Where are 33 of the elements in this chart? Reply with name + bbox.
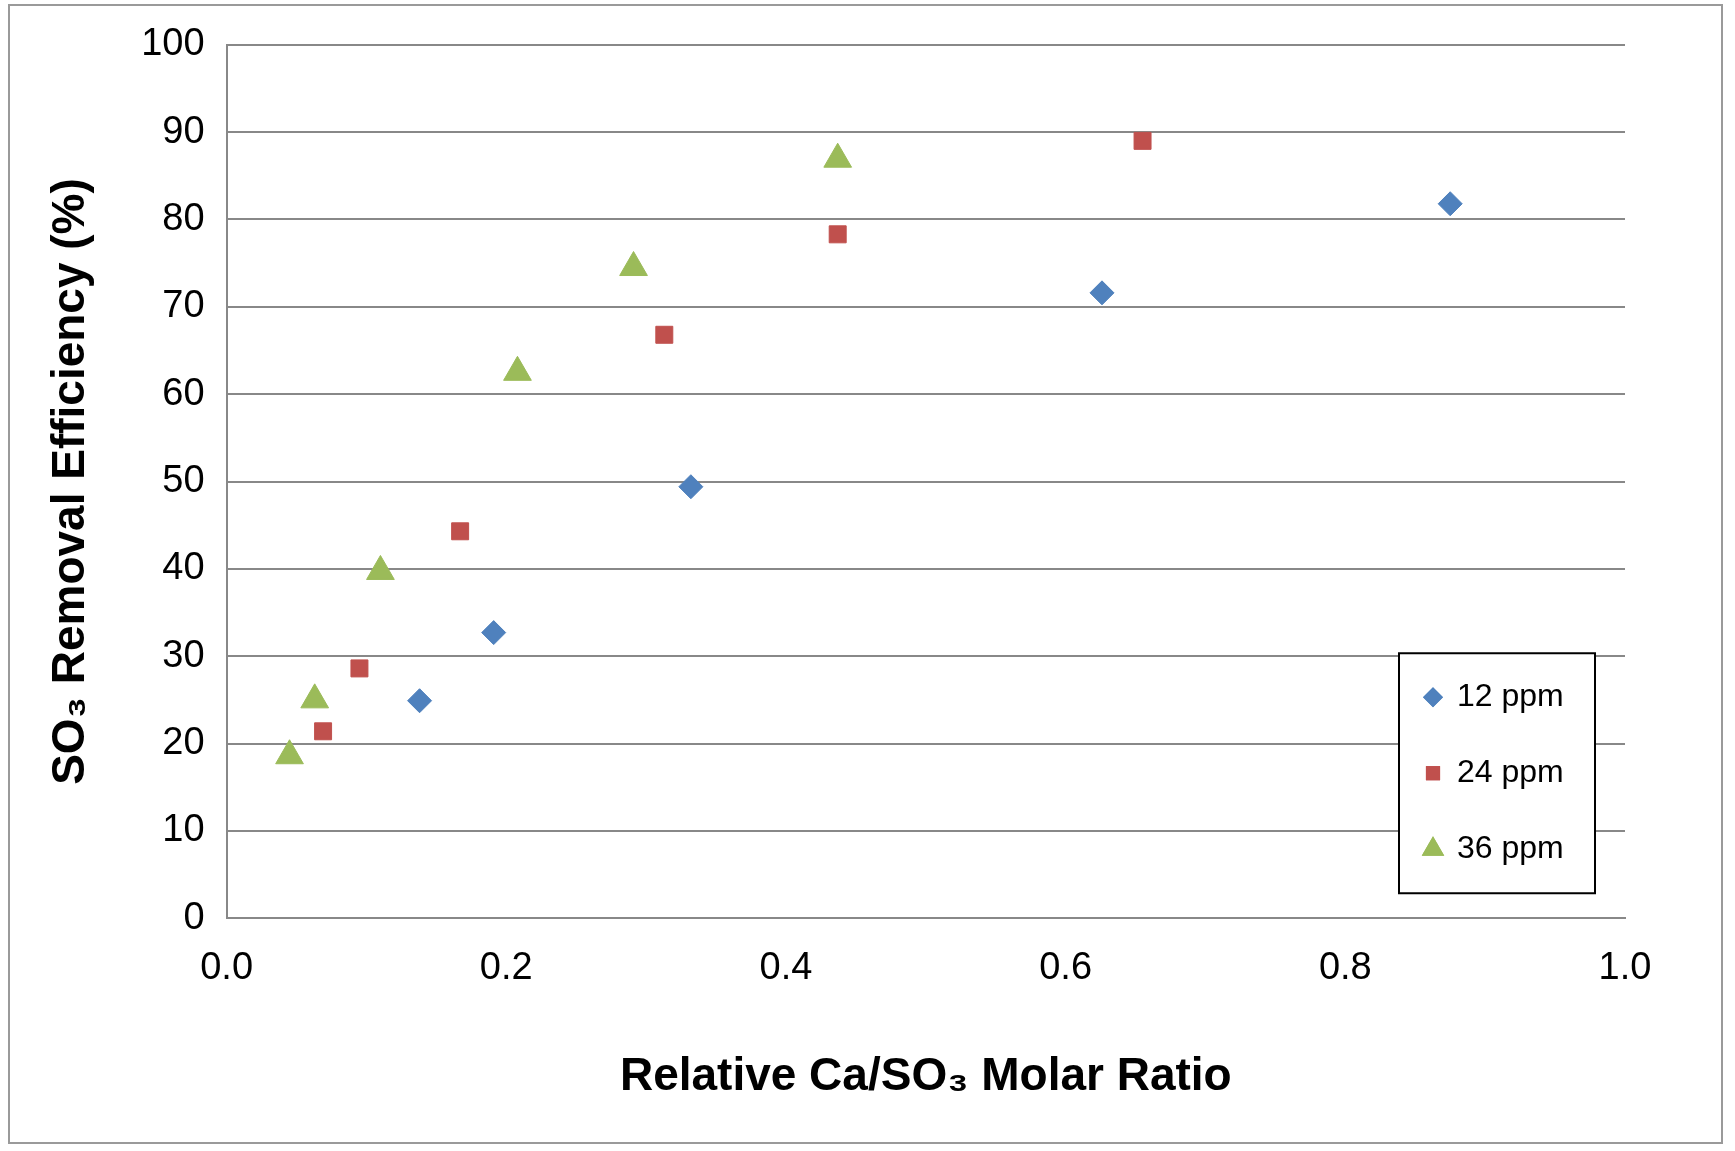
point: [407, 688, 433, 714]
legend-label: 36 ppm: [1457, 829, 1564, 866]
point: [481, 620, 507, 646]
y-tick-label: 10: [162, 807, 205, 850]
x-tick-label: 0.8: [1318, 945, 1372, 988]
y-tick-label: 30: [162, 632, 205, 675]
point: [678, 474, 704, 500]
legend-label: 24 ppm: [1457, 753, 1564, 790]
legend-label: 12 ppm: [1457, 677, 1564, 714]
x-tick-label: 0.6: [1039, 945, 1093, 988]
y-tick-label: 60: [162, 370, 205, 413]
x-tick-label: 0.4: [759, 945, 813, 988]
point: [1133, 131, 1152, 150]
point: [1437, 191, 1463, 217]
y-tick-label: 100: [141, 21, 205, 64]
point: [451, 522, 470, 541]
x-tick-label: 1.0: [1598, 945, 1652, 988]
y-tick-label: 0: [183, 894, 205, 937]
point: [655, 325, 674, 344]
point: [1089, 280, 1115, 306]
y-tick-label: 50: [162, 457, 205, 500]
y-tick-label: 90: [162, 108, 205, 151]
y-tick-label: 70: [162, 283, 205, 326]
x-tick-label: 0.2: [479, 945, 533, 988]
x-axis-title: Relative Ca/SO₃ Molar Ratio: [619, 1048, 1232, 1101]
y-axis-title: SO₃ Removal Efficiency (%): [42, 178, 95, 785]
point: [828, 225, 847, 244]
x-tick-label: 0.0: [200, 945, 254, 988]
point: [350, 659, 369, 678]
y-tick-label: 80: [162, 195, 205, 238]
y-tick-label: 40: [162, 545, 205, 588]
point: [314, 722, 333, 741]
y-tick-label: 20: [162, 720, 205, 762]
